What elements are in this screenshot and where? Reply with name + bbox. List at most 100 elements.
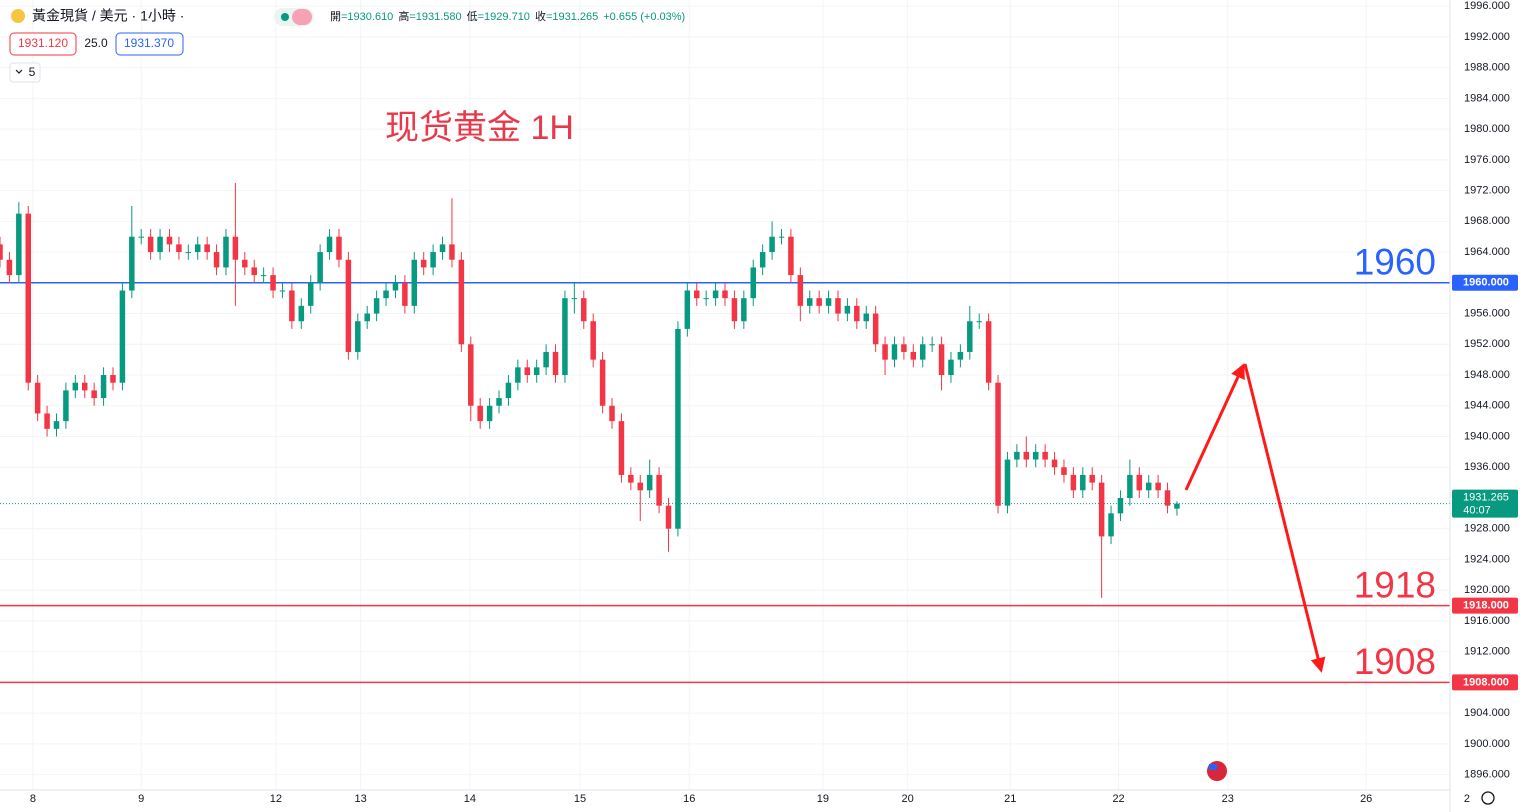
symbol-icon bbox=[11, 9, 25, 23]
level-price-label: 1908.000 bbox=[1463, 676, 1509, 688]
candle-body bbox=[1023, 451, 1030, 460]
candle-body bbox=[515, 367, 521, 383]
candle-body bbox=[194, 244, 201, 253]
candle-body bbox=[307, 282, 314, 306]
candle-body bbox=[449, 244, 455, 260]
candle-body bbox=[383, 290, 389, 299]
symbol[interactable]: 黃金現貨 / 美元 · 1小時 · bbox=[32, 8, 184, 24]
candle-body bbox=[81, 382, 88, 391]
x-tick-label: 20 bbox=[902, 793, 914, 805]
candle-body bbox=[797, 275, 804, 306]
chevron bbox=[15, 69, 23, 74]
candle-body bbox=[543, 351, 549, 368]
candle-body bbox=[581, 298, 587, 322]
candle-body bbox=[430, 252, 436, 268]
chart-title: 现货黄金 1H bbox=[385, 109, 574, 147]
candle-body bbox=[53, 421, 60, 429]
candle-body bbox=[806, 298, 813, 306]
candle-body bbox=[1108, 513, 1114, 537]
candle-body bbox=[439, 244, 446, 253]
candle-body bbox=[345, 259, 352, 352]
candle-body bbox=[985, 321, 992, 383]
candle-body bbox=[844, 305, 851, 314]
candle-body bbox=[34, 382, 41, 414]
candle-body bbox=[562, 298, 568, 376]
candle-body bbox=[1155, 482, 1161, 491]
indicator-toggle[interactable] bbox=[9, 62, 41, 83]
y-tick-label: 1920.000 bbox=[1464, 584, 1510, 596]
candle-body bbox=[6, 259, 13, 276]
ohlc-value: =1931.580 bbox=[409, 11, 461, 23]
candle-body bbox=[477, 405, 483, 422]
y-tick-label: 1984.000 bbox=[1464, 92, 1510, 104]
candle-body bbox=[458, 259, 465, 345]
spread: 25.0 bbox=[84, 36, 108, 50]
candle-body bbox=[854, 305, 860, 322]
candle-body bbox=[684, 290, 691, 329]
x-tick-label: 8 bbox=[30, 793, 36, 805]
candle-body bbox=[260, 275, 267, 277]
bid: 1931.120 bbox=[18, 36, 68, 50]
status-dot bbox=[281, 13, 289, 21]
y-tick-label: 1972.000 bbox=[1464, 184, 1510, 196]
projection-arrow-up bbox=[1184, 363, 1245, 491]
candle-body bbox=[279, 290, 286, 292]
candle-body bbox=[119, 290, 126, 383]
x-tick-label: 23 bbox=[1222, 793, 1234, 805]
candle-body bbox=[317, 252, 323, 283]
candle-body bbox=[1042, 451, 1048, 460]
candle-body bbox=[1089, 474, 1095, 483]
candle-body bbox=[110, 375, 116, 383]
ask: 1931.370 bbox=[124, 36, 174, 50]
candle-body bbox=[1145, 482, 1152, 491]
x-tick-label: 22 bbox=[1112, 793, 1124, 805]
candle-body bbox=[251, 267, 257, 276]
candle-body bbox=[835, 298, 841, 314]
bid-box[interactable] bbox=[9, 32, 77, 56]
y-tick-label: 1952.000 bbox=[1464, 338, 1510, 350]
ohlc-value: =1929.710 bbox=[478, 11, 530, 23]
candle-body bbox=[486, 405, 493, 422]
candle-body bbox=[298, 305, 305, 322]
candle-body bbox=[402, 282, 408, 306]
candle-body bbox=[100, 375, 107, 399]
candle-body bbox=[232, 236, 239, 260]
x-tick-label: 2 bbox=[1464, 793, 1470, 805]
y-tick-label: 1904.000 bbox=[1464, 707, 1510, 719]
candle-body bbox=[957, 351, 964, 360]
candle-body bbox=[1014, 451, 1020, 460]
candle-body bbox=[590, 321, 596, 360]
y-tick-label: 1992.000 bbox=[1464, 31, 1510, 43]
status-icon bbox=[292, 9, 312, 25]
candle-body bbox=[242, 259, 248, 268]
x-tick-label: 14 bbox=[464, 793, 476, 805]
candle-body bbox=[919, 344, 926, 360]
candle-body bbox=[646, 474, 653, 491]
candle-body bbox=[712, 290, 719, 299]
ohlc-label: 收 bbox=[535, 9, 546, 23]
candle-body bbox=[891, 344, 898, 360]
level-annotation: 1918 bbox=[1354, 564, 1436, 605]
candle-body bbox=[901, 344, 907, 352]
candle-body bbox=[759, 252, 766, 268]
y-tick-label: 1936.000 bbox=[1464, 461, 1510, 473]
grid bbox=[0, 0, 1450, 790]
candle-body bbox=[213, 252, 220, 268]
y-tick-label: 1964.000 bbox=[1464, 246, 1510, 258]
candle-body bbox=[948, 359, 954, 376]
candle-body bbox=[665, 505, 672, 529]
settings-icon[interactable] bbox=[1481, 791, 1495, 805]
horizontal-lines: 1960 1918 1908 bbox=[0, 242, 1450, 684]
x-tick-label: 12 bbox=[270, 793, 282, 805]
y-tick-label: 1956.000 bbox=[1464, 307, 1510, 319]
candle-body bbox=[185, 252, 192, 254]
candle-body bbox=[628, 474, 634, 483]
candle-body bbox=[392, 282, 399, 291]
candle-body bbox=[505, 382, 512, 399]
ask-box[interactable] bbox=[115, 32, 184, 56]
candle-body bbox=[1127, 474, 1133, 498]
level-price-tag bbox=[1452, 674, 1518, 691]
y-tick-label: 1924.000 bbox=[1464, 553, 1510, 565]
level-price-tag bbox=[1452, 274, 1518, 291]
indicator-count: 5 bbox=[29, 65, 36, 79]
